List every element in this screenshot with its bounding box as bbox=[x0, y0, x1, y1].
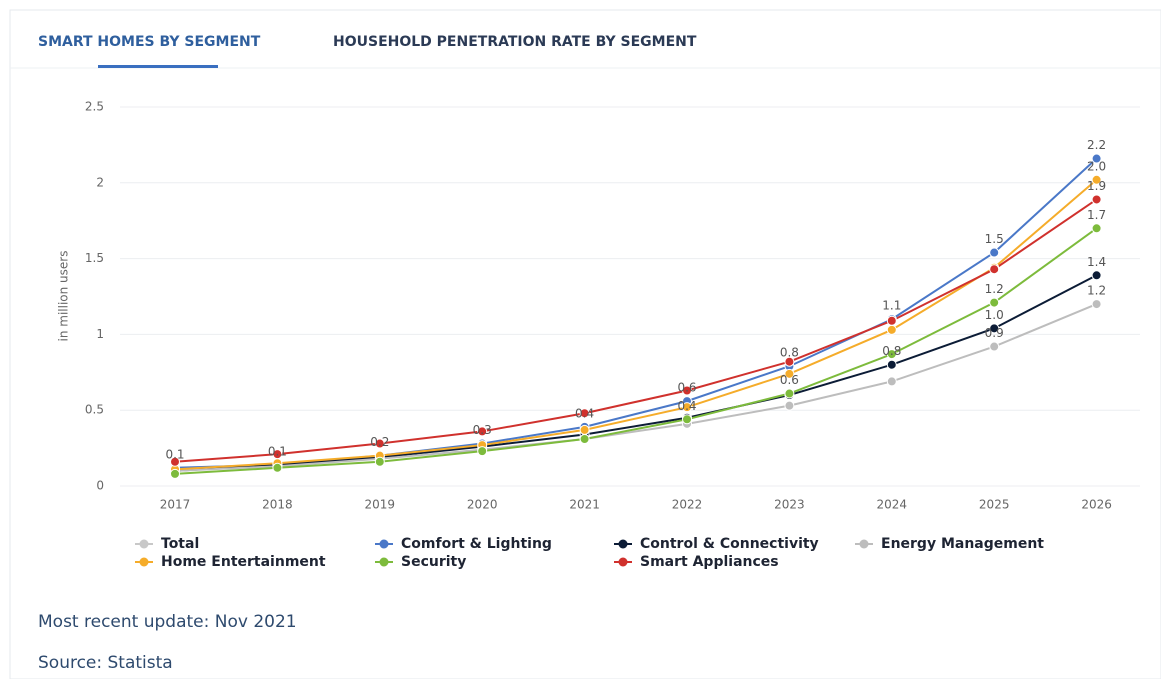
data-label: 0.8 bbox=[780, 346, 799, 360]
legend-label[interactable]: Total bbox=[161, 536, 199, 552]
y-tick-label: 2.5 bbox=[85, 100, 104, 114]
x-tick-label: 2021 bbox=[569, 498, 600, 512]
data-label: 0.4 bbox=[677, 399, 696, 413]
legend-label[interactable]: Comfort & Lighting bbox=[401, 536, 552, 552]
x-tick-label: 2024 bbox=[877, 498, 908, 512]
legend-label[interactable]: Home Entertainment bbox=[161, 554, 326, 570]
point bbox=[989, 297, 1000, 308]
series-line bbox=[174, 227, 1098, 475]
series-line bbox=[174, 303, 1097, 472]
point bbox=[989, 247, 1000, 258]
tab-underline bbox=[98, 65, 218, 68]
x-tick-label: 2023 bbox=[774, 498, 805, 512]
y-tick-label: 2 bbox=[96, 175, 104, 189]
point bbox=[477, 426, 488, 437]
tab-active[interactable]: SMART HOMES BY SEGMENT bbox=[38, 34, 261, 50]
point bbox=[374, 456, 385, 467]
point bbox=[886, 359, 897, 370]
point bbox=[989, 341, 1000, 352]
x-tick-label: 2020 bbox=[467, 498, 498, 512]
point bbox=[1091, 299, 1102, 310]
point bbox=[374, 438, 385, 449]
point bbox=[886, 349, 897, 360]
tab[interactable]: HOUSEHOLD PENETRATION RATE BY SEGMENT bbox=[333, 34, 697, 50]
point bbox=[477, 446, 488, 457]
data-label: 0.4 bbox=[575, 406, 594, 420]
y-tick-label: 1.5 bbox=[85, 251, 104, 265]
point bbox=[272, 449, 283, 460]
data-label: 0.3 bbox=[473, 423, 492, 437]
point bbox=[784, 400, 795, 411]
legend-marker bbox=[379, 557, 389, 567]
update-note: Most recent update: Nov 2021 bbox=[38, 612, 297, 632]
x-tick-label: 2017 bbox=[160, 498, 191, 512]
series-line bbox=[174, 274, 1098, 472]
point bbox=[989, 323, 1000, 334]
point bbox=[272, 462, 283, 473]
x-tick-label: 2018 bbox=[262, 498, 293, 512]
point bbox=[170, 456, 180, 467]
legend-marker bbox=[139, 539, 149, 549]
point bbox=[1091, 194, 1102, 205]
data-label: 1.7 bbox=[1087, 208, 1106, 222]
point bbox=[886, 376, 897, 387]
point bbox=[784, 368, 795, 379]
data-label: 1.2 bbox=[1087, 284, 1106, 298]
data-label: 1.0 bbox=[985, 308, 1004, 322]
point bbox=[579, 408, 590, 419]
point bbox=[579, 434, 590, 445]
legend-label[interactable]: Security bbox=[401, 554, 466, 570]
legend-label[interactable]: Smart Appliances bbox=[640, 554, 779, 570]
data-label: 1.2 bbox=[985, 282, 1004, 296]
point bbox=[886, 315, 897, 326]
point bbox=[989, 264, 1000, 275]
point bbox=[579, 424, 590, 435]
y-tick-label: 0 bbox=[96, 479, 104, 493]
point bbox=[1091, 153, 1102, 164]
point bbox=[1091, 174, 1102, 185]
data-label: 1.1 bbox=[882, 299, 901, 313]
x-tick-label: 2022 bbox=[672, 498, 703, 512]
point bbox=[682, 385, 692, 396]
data-label: 0.1 bbox=[268, 444, 287, 458]
source-note: Source: Statista bbox=[38, 653, 173, 673]
data-label: 1.4 bbox=[1087, 255, 1106, 269]
data-label: 0.6 bbox=[677, 381, 696, 395]
legend-marker bbox=[618, 557, 628, 567]
legend-marker bbox=[859, 539, 869, 549]
legend-label[interactable]: Energy Management bbox=[881, 536, 1044, 552]
point bbox=[682, 414, 692, 425]
series-line bbox=[174, 179, 1098, 471]
card bbox=[9, 9, 1161, 679]
x-tick-label: 2019 bbox=[365, 498, 396, 512]
point bbox=[1091, 270, 1102, 281]
x-tick-label: 2026 bbox=[1081, 498, 1112, 512]
data-label: 2.0 bbox=[1087, 159, 1106, 173]
y-tick-label: 1 bbox=[96, 327, 104, 341]
legend-marker bbox=[139, 557, 149, 567]
legend-marker bbox=[618, 539, 628, 549]
point bbox=[682, 402, 692, 413]
point bbox=[170, 468, 180, 479]
data-label: 1.5 bbox=[985, 232, 1004, 246]
point bbox=[886, 324, 897, 335]
data-label: 0.2 bbox=[370, 435, 389, 449]
y-axis-label: in million users bbox=[57, 251, 71, 342]
legend-label[interactable]: Control & Connectivity bbox=[640, 536, 819, 552]
data-label: 1.9 bbox=[1087, 179, 1106, 193]
point bbox=[1091, 223, 1102, 234]
data-label: 0.6 bbox=[780, 373, 799, 387]
series-line bbox=[174, 198, 1098, 463]
data-label: 0.9 bbox=[985, 326, 1004, 340]
x-tick-label: 2025 bbox=[979, 498, 1010, 512]
legend-marker bbox=[379, 539, 389, 549]
y-tick-label: 0.5 bbox=[85, 403, 104, 417]
data-label: 2.2 bbox=[1087, 138, 1106, 152]
point bbox=[784, 356, 795, 367]
point bbox=[784, 388, 795, 399]
data-label: 0.1 bbox=[165, 447, 184, 461]
data-label: 0.8 bbox=[882, 344, 901, 358]
